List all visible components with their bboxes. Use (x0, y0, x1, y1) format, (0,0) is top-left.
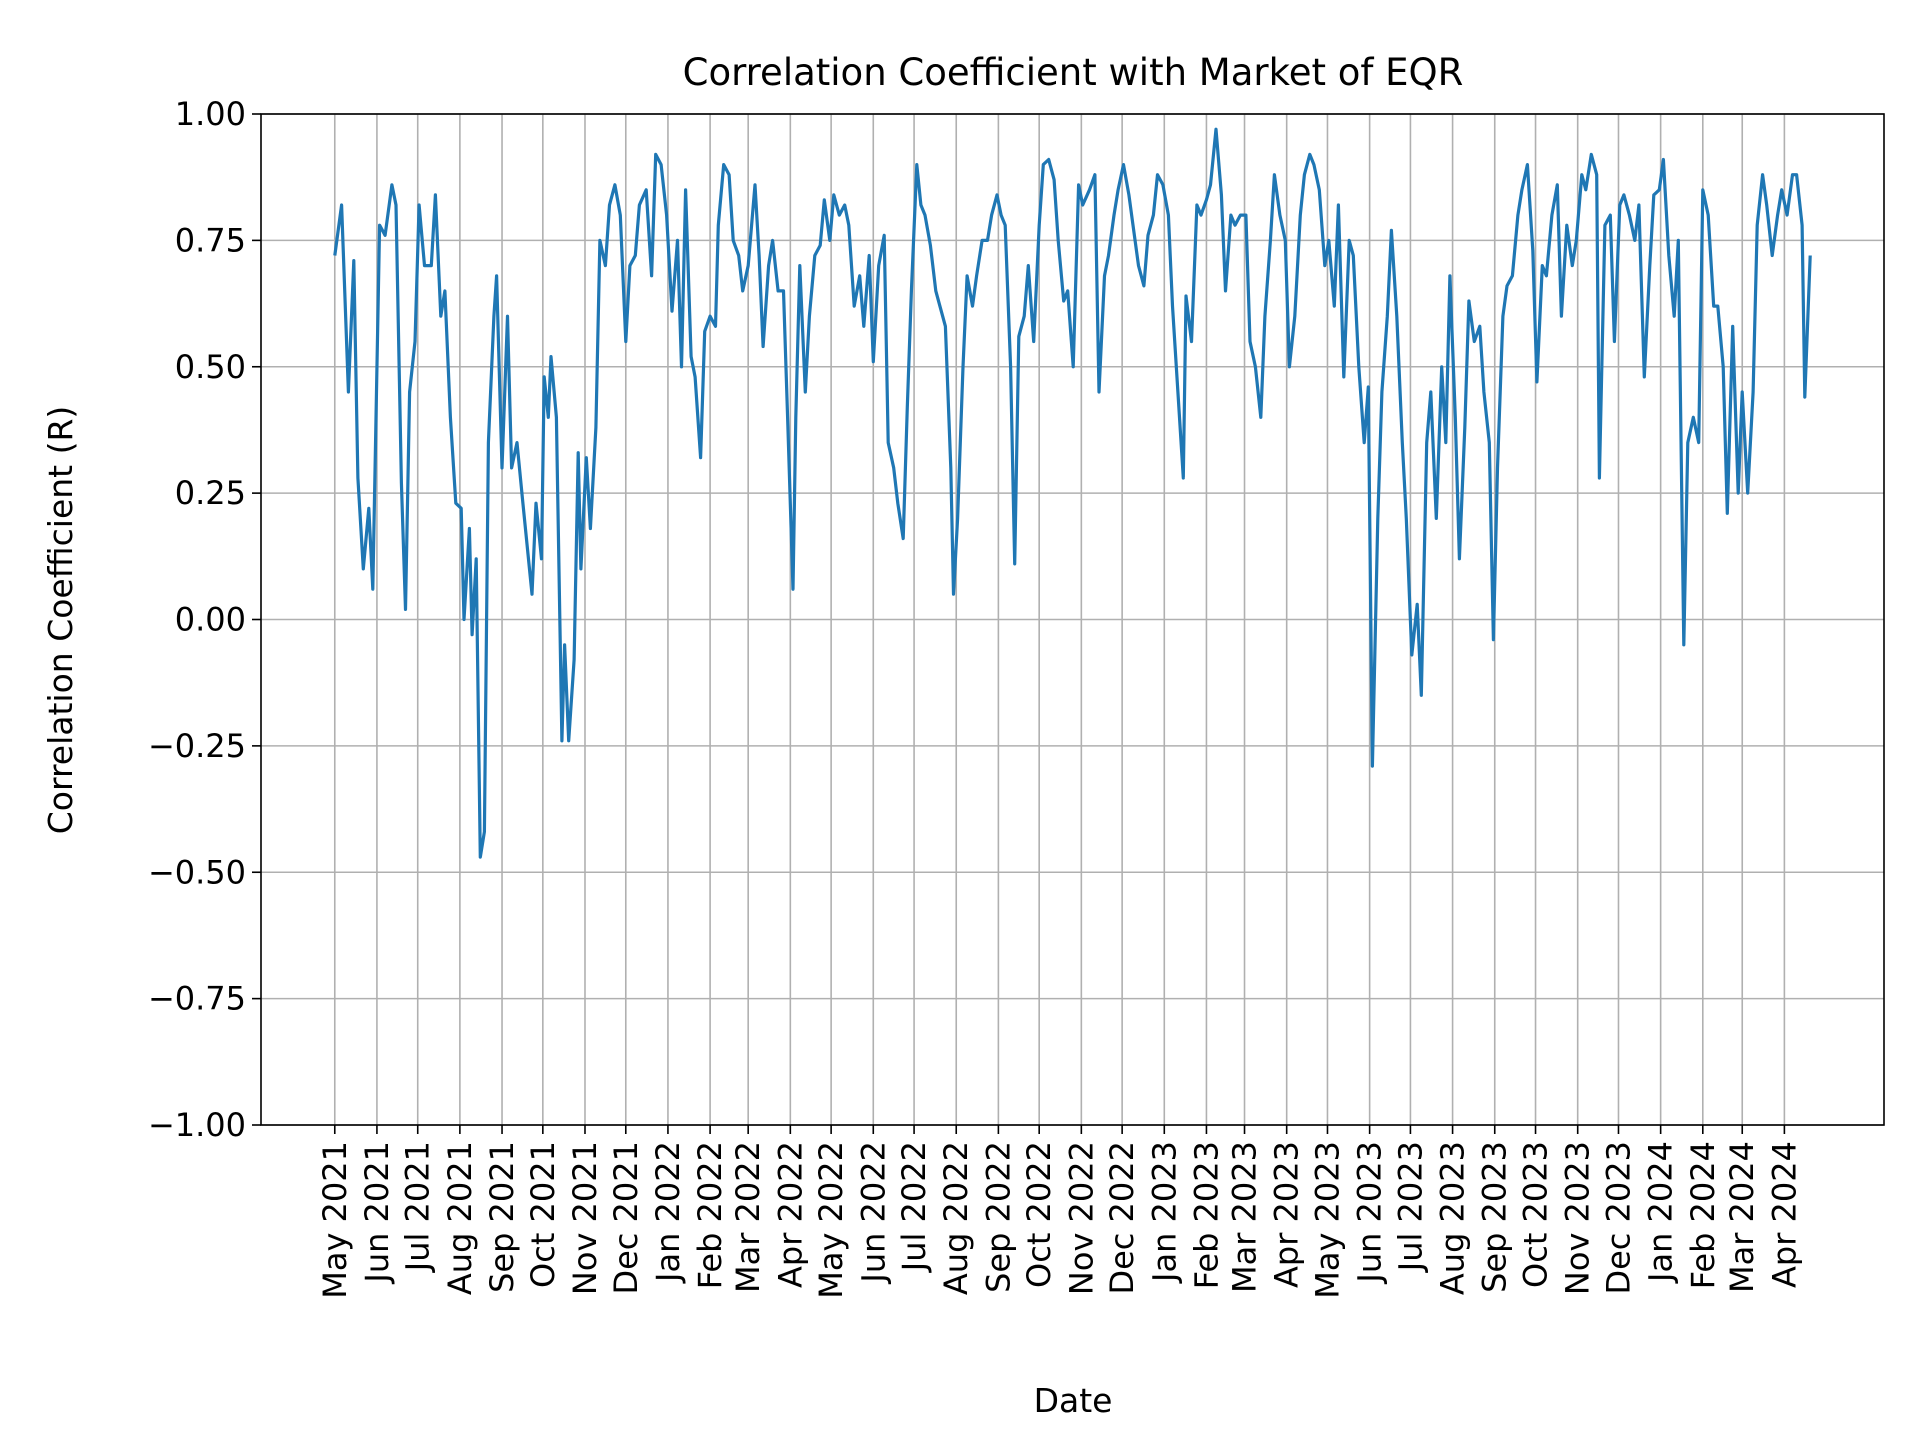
x-tick-label: Dec 2021 (607, 1141, 645, 1295)
x-tick-label: Jul 2021 (399, 1141, 437, 1273)
y-tick-label: 0.50 (175, 348, 246, 386)
x-tick-label: Oct 2022 (1020, 1141, 1058, 1288)
x-axis-label: Date (1034, 1381, 1113, 1420)
x-tick-label: Mar 2023 (1226, 1141, 1264, 1293)
y-tick-label: −1.00 (148, 1106, 246, 1144)
x-tick-label: Nov 2022 (1062, 1141, 1100, 1295)
x-tick-label: May 2023 (1308, 1141, 1346, 1299)
x-tick-label: Oct 2021 (524, 1141, 562, 1288)
x-tick-label: Jul 2023 (1391, 1141, 1429, 1273)
x-tick-label: Jan 2022 (649, 1141, 687, 1284)
y-axis: −1.00 −0.75 −0.50 −0.25 0.00 0.25 0.50 0.75 1.00 (148, 95, 261, 1144)
x-tick-label: Jun 2021 (358, 1141, 396, 1285)
x-tick-label: Feb 2023 (1187, 1141, 1225, 1289)
x-tick-label: Jun 2022 (854, 1141, 892, 1285)
y-tick-label: 0.00 (175, 601, 246, 639)
x-axis: May 2021 Jun 2021 Jul 2021 Aug 2021 Sep 2021… (316, 1125, 1803, 1299)
x-tick-label: May 2022 (812, 1141, 850, 1299)
x-tick-label: Apr 2024 (1765, 1141, 1803, 1288)
x-tick-label: Aug 2021 (441, 1141, 479, 1295)
y-tick-label: −0.75 (148, 980, 246, 1018)
chart-title: Correlation Coefficient with Market of E… (683, 51, 1464, 94)
y-tick-label: 0.75 (175, 221, 246, 259)
series-line (333, 127, 1812, 859)
x-tick-label: May 2021 (316, 1141, 354, 1299)
x-tick-label: Sep 2023 (1476, 1141, 1514, 1293)
y-tick-label: 0.25 (175, 474, 246, 512)
x-tick-label: Sep 2021 (483, 1141, 521, 1293)
x-tick-label: Jul 2022 (895, 1141, 933, 1273)
y-tick-label: −0.50 (148, 853, 246, 891)
x-tick-label: Mar 2024 (1723, 1141, 1761, 1293)
x-tick-label: Jun 2023 (1351, 1141, 1389, 1285)
x-tick-label: Jan 2023 (1145, 1141, 1183, 1284)
x-tick-label: Nov 2023 (1559, 1141, 1597, 1295)
x-tick-label: Apr 2023 (1268, 1141, 1306, 1288)
y-tick-label: −0.25 (148, 727, 246, 765)
x-tick-label: Mar 2022 (729, 1141, 767, 1293)
x-tick-label: Dec 2022 (1103, 1141, 1141, 1295)
x-tick-label: Aug 2023 (1434, 1141, 1472, 1295)
y-axis-label: Correlation Coefficient (R) (41, 406, 80, 835)
y-tick-label: 1.00 (175, 95, 246, 133)
x-tick-label: Jan 2024 (1642, 1141, 1680, 1284)
x-tick-label: Aug 2022 (937, 1141, 975, 1295)
x-tick-label: Sep 2022 (979, 1141, 1017, 1293)
x-tick-label: Oct 2023 (1517, 1141, 1555, 1288)
x-tick-label: Nov 2021 (566, 1141, 604, 1295)
x-tick-label: Apr 2022 (771, 1141, 809, 1288)
x-tick-label: Dec 2023 (1599, 1141, 1637, 1295)
x-tick-label: Feb 2024 (1684, 1141, 1722, 1289)
x-tick-label: Feb 2022 (691, 1141, 729, 1289)
